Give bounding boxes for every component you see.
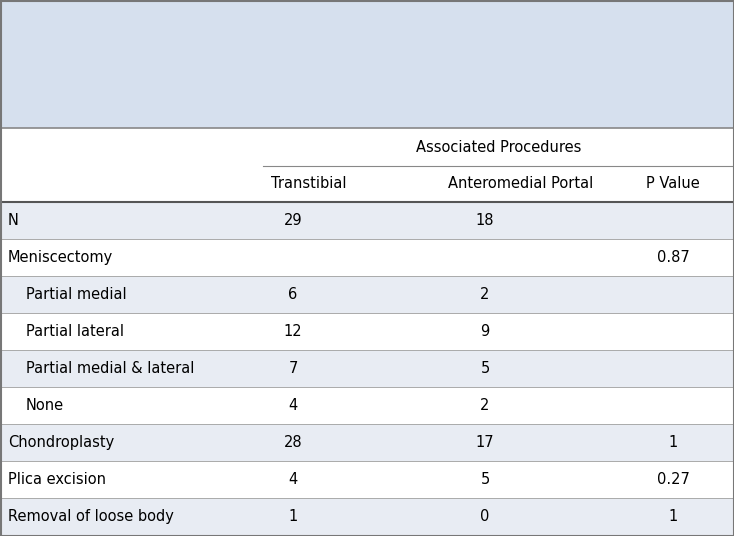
Text: 7: 7 — [288, 361, 298, 376]
Bar — [0, 424, 734, 461]
Text: Plica excision: Plica excision — [8, 472, 106, 487]
Text: 17: 17 — [476, 435, 494, 450]
Text: Anteromedial Portal: Anteromedial Portal — [448, 176, 593, 191]
Bar — [0, 313, 734, 350]
Text: 18: 18 — [476, 213, 494, 228]
Bar — [0, 202, 734, 239]
Text: Chondroplasty: Chondroplasty — [8, 435, 115, 450]
Bar — [0, 350, 734, 387]
Text: 1: 1 — [288, 509, 297, 524]
Text: Partial lateral: Partial lateral — [26, 324, 124, 339]
Bar — [0, 0, 734, 128]
Text: Associated Procedures: Associated Procedures — [416, 139, 581, 154]
Text: 4: 4 — [288, 472, 297, 487]
Text: 0.87: 0.87 — [657, 250, 689, 265]
Bar — [0, 461, 734, 498]
Text: 1: 1 — [669, 509, 677, 524]
Bar — [0, 276, 734, 313]
Bar — [0, 535, 734, 536]
Text: 29: 29 — [283, 213, 302, 228]
Text: 28: 28 — [283, 435, 302, 450]
Text: 2: 2 — [480, 287, 490, 302]
Text: N: N — [8, 213, 19, 228]
Text: 2: 2 — [480, 398, 490, 413]
Bar — [0, 387, 734, 424]
Bar — [0, 498, 734, 535]
Text: 1: 1 — [669, 435, 677, 450]
Text: 4: 4 — [288, 398, 297, 413]
Bar — [0, 239, 734, 276]
Text: Partial medial & lateral: Partial medial & lateral — [26, 361, 195, 376]
Text: 5: 5 — [480, 472, 490, 487]
Text: Transtibial: Transtibial — [271, 176, 346, 191]
Text: 12: 12 — [283, 324, 302, 339]
Text: P Value: P Value — [646, 176, 700, 191]
Text: Meniscectomy: Meniscectomy — [8, 250, 113, 265]
Text: Removal of loose body: Removal of loose body — [8, 509, 174, 524]
Text: 6: 6 — [288, 287, 297, 302]
Text: 0.27: 0.27 — [656, 472, 689, 487]
Text: 9: 9 — [480, 324, 490, 339]
Text: None: None — [26, 398, 64, 413]
Text: 0: 0 — [480, 509, 490, 524]
Text: Partial medial: Partial medial — [26, 287, 127, 302]
Text: 5: 5 — [480, 361, 490, 376]
